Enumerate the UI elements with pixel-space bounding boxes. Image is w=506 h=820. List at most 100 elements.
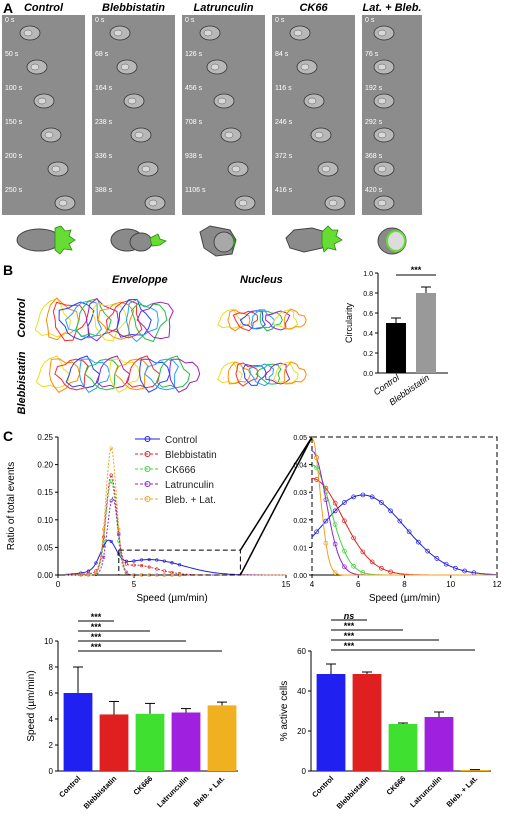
enveloppe-outline-blebbistatin	[95, 355, 131, 389]
time-label: 0 s	[365, 17, 375, 24]
series-point	[314, 465, 319, 471]
time-label: 76 s	[365, 51, 379, 58]
time-label: 238 s	[95, 119, 113, 126]
time-label: 0 s	[275, 17, 285, 24]
series-point	[369, 559, 375, 565]
enveloppe-outline-blebbistatin	[155, 355, 191, 389]
series-point	[132, 559, 136, 563]
y-tick-label: 0.20	[37, 461, 53, 470]
y-tick-label: 0.10	[37, 516, 53, 525]
series-point	[314, 529, 319, 535]
series-point	[117, 527, 121, 531]
schematic-protrusion	[149, 233, 167, 247]
x-tick-label: 5	[132, 580, 137, 589]
cell-nucleus	[377, 97, 387, 105]
time-label: 1106 s	[185, 187, 206, 194]
y-tick-label: 0.05	[37, 543, 53, 552]
schematic-protrusion	[54, 225, 76, 255]
cell-nucleus	[300, 63, 310, 71]
x-tick-label: 12	[493, 580, 502, 589]
y-tick-label: 4	[49, 715, 54, 724]
series-point	[155, 558, 159, 562]
x-tick-label: 0	[56, 580, 61, 589]
enveloppe-outline-control	[35, 297, 72, 338]
series-point	[109, 446, 113, 450]
time-label: 388 s	[95, 187, 113, 194]
x-axis-label: Speed (µm/min)	[136, 593, 207, 604]
nucleus-outline-control	[217, 308, 243, 329]
zoom-region	[118, 549, 241, 576]
cell-nucleus	[314, 131, 324, 139]
time-label: 0 s	[185, 17, 195, 24]
series-line	[311, 494, 498, 576]
significance-label: ***	[91, 642, 102, 652]
enveloppe-title: Enveloppe	[112, 274, 168, 286]
time-label: 336 s	[95, 153, 113, 160]
nucleus-outline-blebbistatin	[283, 361, 307, 385]
series-point	[434, 556, 440, 561]
series-point	[147, 565, 151, 569]
schematic-cell-body	[129, 232, 153, 252]
time-label: 68 s	[95, 51, 109, 58]
bar	[424, 717, 454, 771]
series-point	[79, 573, 83, 577]
y-tick-label: 0.15	[37, 488, 53, 497]
category-label: CK666	[132, 774, 155, 797]
legend-marker	[144, 481, 151, 487]
time-lapse-strip: 0 s 76 s 192 s 292 s 368 s 420 s	[362, 15, 422, 215]
significance-label: ns	[344, 611, 355, 621]
nucleus-outline-control	[265, 310, 291, 331]
series-point	[147, 557, 151, 562]
column-title: Lat. + Bleb.	[362, 2, 422, 14]
y-tick-label: 0.01	[293, 545, 307, 552]
bar	[99, 714, 129, 771]
series-point	[351, 563, 356, 569]
enveloppe-outline-control	[136, 301, 174, 340]
enveloppe-outline-blebbistatin	[65, 355, 101, 389]
category-label: Blebbistatin	[82, 774, 119, 811]
time-label: 938 s	[185, 153, 203, 160]
time-label: 372 s	[275, 153, 293, 160]
series-point	[351, 494, 356, 500]
bar	[135, 713, 165, 771]
series-point	[425, 548, 430, 554]
time-label: 708 s	[185, 119, 203, 126]
time-label: 192 s	[365, 85, 383, 92]
y-tick-label: 0.6	[363, 311, 373, 318]
time-label: 84 s	[275, 51, 289, 58]
cell-nucleus	[210, 63, 220, 71]
cell-nucleus	[37, 97, 47, 105]
nucleus-outline-control	[239, 310, 266, 330]
series-point	[323, 540, 329, 546]
series-point	[86, 573, 90, 577]
time-label: 368 s	[365, 153, 383, 160]
series-point	[332, 541, 338, 547]
significance-label: ***	[91, 622, 102, 632]
series-point	[360, 549, 366, 555]
cell-nucleus	[127, 97, 137, 105]
series-line	[65, 496, 286, 576]
y-tick-label: 1.0	[363, 271, 373, 278]
nucleus-outline-blebbistatin	[235, 362, 259, 387]
series-point	[453, 565, 458, 571]
y-tick-label: 10	[44, 637, 53, 646]
cell-nucleus	[120, 63, 130, 71]
series-point	[109, 479, 113, 483]
column-title: Blebbistatin	[102, 2, 165, 14]
series-point	[342, 564, 347, 570]
enveloppe-outline-blebbistatin	[125, 355, 161, 389]
cell-outline-overlays	[35, 297, 307, 393]
bar	[207, 705, 237, 771]
significance-label: ***	[344, 641, 355, 651]
legend-marker	[144, 451, 151, 457]
series-point	[314, 455, 319, 461]
series-point	[397, 518, 403, 524]
series-point	[162, 569, 166, 573]
y-tick-label: 0.2	[363, 351, 373, 358]
enveloppe-outline-control	[52, 301, 88, 342]
series-point	[155, 567, 159, 571]
time-label: 50 s	[5, 51, 19, 58]
y-tick-label: 0.4	[363, 331, 373, 338]
zoom-connector	[239, 436, 313, 551]
